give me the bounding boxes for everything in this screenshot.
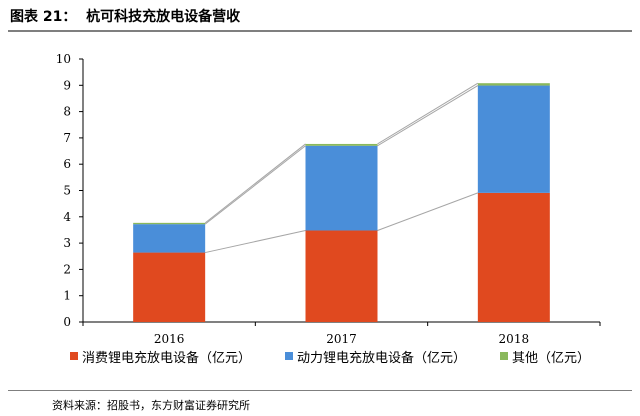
y-tick-label: 3: [63, 236, 71, 250]
chart-legend: 消费锂电充放电设备（亿元） 动力锂电充放电设备（亿元） 其他（亿元）: [70, 347, 630, 366]
series-line: [205, 229, 306, 254]
x-tick-label: 2018: [499, 332, 530, 345]
bar-segment: [305, 145, 378, 231]
bar-segment: [477, 83, 550, 86]
y-tick-labels: 0 1 2 3 4 5 6 7 8 9 10: [56, 52, 72, 329]
series-line: [377, 82, 479, 145]
footer-divider: [8, 390, 632, 391]
bar-segment: [477, 192, 550, 322]
legend-swatch: [70, 352, 78, 360]
bar-segment: [477, 85, 550, 193]
legend-item: 其他（亿元）: [500, 347, 590, 366]
bar-segment: [133, 222, 206, 225]
legend-label: 其他（亿元）: [512, 350, 591, 366]
y-tick-label: 0: [63, 315, 71, 329]
bar-segment: [133, 224, 206, 253]
x-tick-label: 2016: [154, 332, 185, 345]
stacked-bar-chart: 2016 2017 2018 0 1 2 3 4 5 6 7 8 9 10: [56, 52, 601, 345]
legend-swatch: [285, 352, 294, 360]
y-tick-label: 4: [63, 210, 71, 224]
legend-swatch: [500, 352, 509, 360]
legend-label: 消费锂电充放电设备（亿元）: [82, 350, 252, 366]
bar-segment: [305, 143, 378, 146]
y-tick-label: 1: [63, 289, 71, 303]
title-divider: [8, 30, 632, 32]
legend-label: 动力锂电充放电设备（亿元）: [297, 350, 467, 366]
series-line: [204, 145, 306, 225]
bar-segment: [305, 230, 378, 322]
y-tick-label: 9: [63, 78, 71, 92]
series-line: [377, 192, 479, 231]
series-line: [377, 85, 479, 147]
y-tick-label: 2: [63, 262, 71, 276]
x-tick-label: 2017: [326, 332, 357, 345]
y-tick-label: 5: [63, 184, 71, 198]
legend-item: 消费锂电充放电设备（亿元）: [70, 347, 251, 366]
series-lines: [204, 82, 479, 254]
series-line: [204, 143, 306, 224]
source-note: 资料来源：招股书，东方财富证券研究所: [52, 399, 250, 412]
y-tick-label: 7: [63, 131, 71, 145]
figure-title: 图表 21： 杭可科技充放电设备营收: [10, 9, 241, 25]
bar-segment: [133, 252, 206, 322]
legend-item: 动力锂电充放电设备（亿元）: [285, 347, 466, 366]
x-tick-labels: 2016 2017 2018: [154, 332, 529, 345]
y-tick-label: 10: [56, 52, 71, 66]
y-tick-label: 8: [63, 105, 71, 119]
bar-group: [133, 83, 550, 322]
y-tick-label: 6: [63, 157, 71, 171]
